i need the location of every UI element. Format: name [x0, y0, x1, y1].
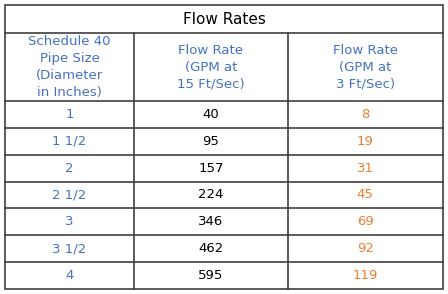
Text: 2 1/2: 2 1/2	[52, 188, 87, 201]
Text: 3: 3	[65, 216, 74, 228]
Text: 45: 45	[357, 188, 374, 201]
Text: Flow Rate
(GPM at
15 Ft/Sec): Flow Rate (GPM at 15 Ft/Sec)	[177, 44, 245, 91]
Text: Schedule 40
Pipe Size
(Diameter
in Inches): Schedule 40 Pipe Size (Diameter in Inche…	[28, 35, 111, 99]
Text: 92: 92	[357, 242, 374, 255]
Text: 3 1/2: 3 1/2	[52, 242, 87, 255]
Text: 224: 224	[198, 188, 224, 201]
Text: 1 1/2: 1 1/2	[52, 135, 87, 148]
Text: 346: 346	[198, 216, 224, 228]
Text: 69: 69	[357, 216, 374, 228]
Text: 31: 31	[357, 162, 374, 175]
Text: Flow Rates: Flow Rates	[183, 11, 265, 26]
Text: 8: 8	[361, 108, 370, 121]
Text: 40: 40	[202, 108, 219, 121]
Text: 157: 157	[198, 162, 224, 175]
Text: 119: 119	[353, 269, 378, 282]
Text: 462: 462	[198, 242, 224, 255]
Text: Flow Rate
(GPM at
3 Ft/Sec): Flow Rate (GPM at 3 Ft/Sec)	[333, 44, 398, 91]
Text: 19: 19	[357, 135, 374, 148]
Text: 1: 1	[65, 108, 74, 121]
Text: 4: 4	[65, 269, 74, 282]
Text: 595: 595	[198, 269, 224, 282]
Text: 2: 2	[65, 162, 74, 175]
Text: 95: 95	[202, 135, 220, 148]
